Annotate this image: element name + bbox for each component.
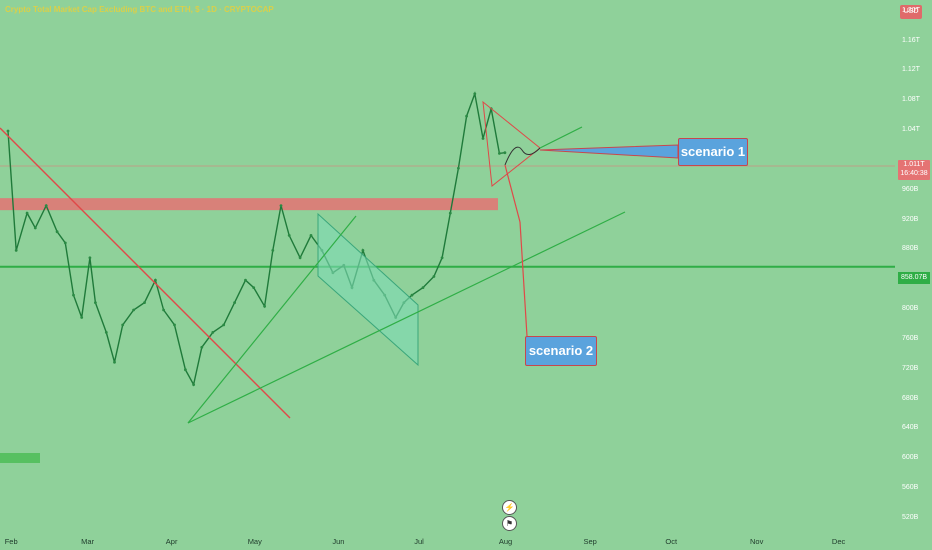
x-tick-label: Oct [665,537,678,546]
price-point [113,360,116,364]
last-price-tag: 1.011T 16:40:38 [898,160,930,180]
price-point [33,226,37,230]
y-tick-label: 760B [902,334,919,342]
price-point [421,286,425,289]
price-point [121,323,125,327]
price-point [481,137,485,140]
green-trendline-1 [187,215,357,424]
price-series-line [7,91,505,387]
price-point [25,211,29,215]
scenario-1-arrow [539,126,583,149]
green-trendline-2 [187,211,626,424]
volume-marker [0,453,40,463]
price-point [465,114,468,118]
y-tick-label: 920B [902,215,919,223]
x-tick-label: Nov [750,537,764,546]
price-point [132,308,136,312]
scenario-2-callout[interactable]: scenario 2 [525,336,597,366]
x-tick-label: Aug [498,537,513,546]
scenario-1-wave [504,146,541,166]
y-tick-label: 1.16T [902,36,920,44]
price-point [498,152,501,155]
x-tick-label: May [247,537,262,546]
y-tick-label: 640B [902,424,919,432]
price-point [252,286,256,289]
scenario-2-arrow [504,164,521,223]
x-tick-label: Mar [81,537,95,546]
price-point [63,241,67,245]
price-point [173,323,176,327]
price-point [14,249,18,252]
price-point [72,293,75,297]
red-downtrend-line [0,127,291,419]
price-point [448,211,452,215]
support-level-tag: 858.07B [898,272,930,284]
price-point [80,316,84,319]
price-point [263,304,266,308]
price-point [88,256,92,260]
price-point [104,331,108,334]
price-point [271,249,275,252]
price-point [192,383,196,386]
triangle-pattern [482,100,541,187]
price-point [233,301,237,304]
price-point [440,256,444,260]
last-price-value: 1.011T [903,161,925,168]
scenario-1-callout[interactable]: scenario 1 [678,138,748,166]
x-tick-label: Jun [332,537,345,546]
y-tick-label: 880B [902,245,919,253]
y-tick-label: 600B [902,454,919,462]
price-point [55,230,59,234]
descending-channel [317,212,419,367]
y-tick-label: 1.12T [902,66,920,74]
price-point [473,92,477,96]
price-point [200,345,204,349]
price-point [432,275,436,278]
countdown: 16:40:38 [900,170,928,177]
x-tick-label: Apr [165,537,178,546]
y-tick-label: 680B [902,394,919,402]
price-point [222,323,226,327]
y-tick-label: 1.08T [902,96,920,104]
price-point [410,293,414,297]
flag-icon[interactable]: ⚑ [502,516,517,531]
price-point [361,249,365,252]
chart-title: Crypto Total Market Cap Excluding BTC an… [5,5,274,14]
x-tick-label: Feb [4,537,18,546]
y-tick-label: 960B [902,185,919,193]
currency-button[interactable]: USD [900,5,922,19]
resistance-zone [0,198,498,211]
price-point [279,204,283,208]
price-point [211,331,215,334]
price-point [287,234,291,237]
y-tick-label: 520B [902,513,919,521]
price-point [309,234,313,237]
x-tick-label: Jul [414,537,424,546]
price-point [6,129,10,133]
scenario-1-pointer [539,144,679,159]
y-tick-label: 720B [902,364,919,372]
x-tick-label: Dec [831,537,846,546]
price-point [162,308,166,312]
x-tick-label: Sep [583,537,597,546]
lightning-icon[interactable]: ⚡ [502,500,517,515]
price-point [503,151,507,155]
price-point [94,301,97,304]
price-point [298,256,302,260]
y-tick-label: 800B [902,305,919,312]
y-tick-label: 1.20T [902,6,920,14]
price-point [184,368,187,372]
y-tick-label: 560B [902,483,919,491]
price-point [143,301,146,304]
price-point [457,166,460,170]
price-point [154,278,157,282]
price-point [44,204,48,208]
scenario-2-drop [519,221,528,337]
y-tick-label: 1.04T [902,126,920,134]
price-point [244,278,247,282]
